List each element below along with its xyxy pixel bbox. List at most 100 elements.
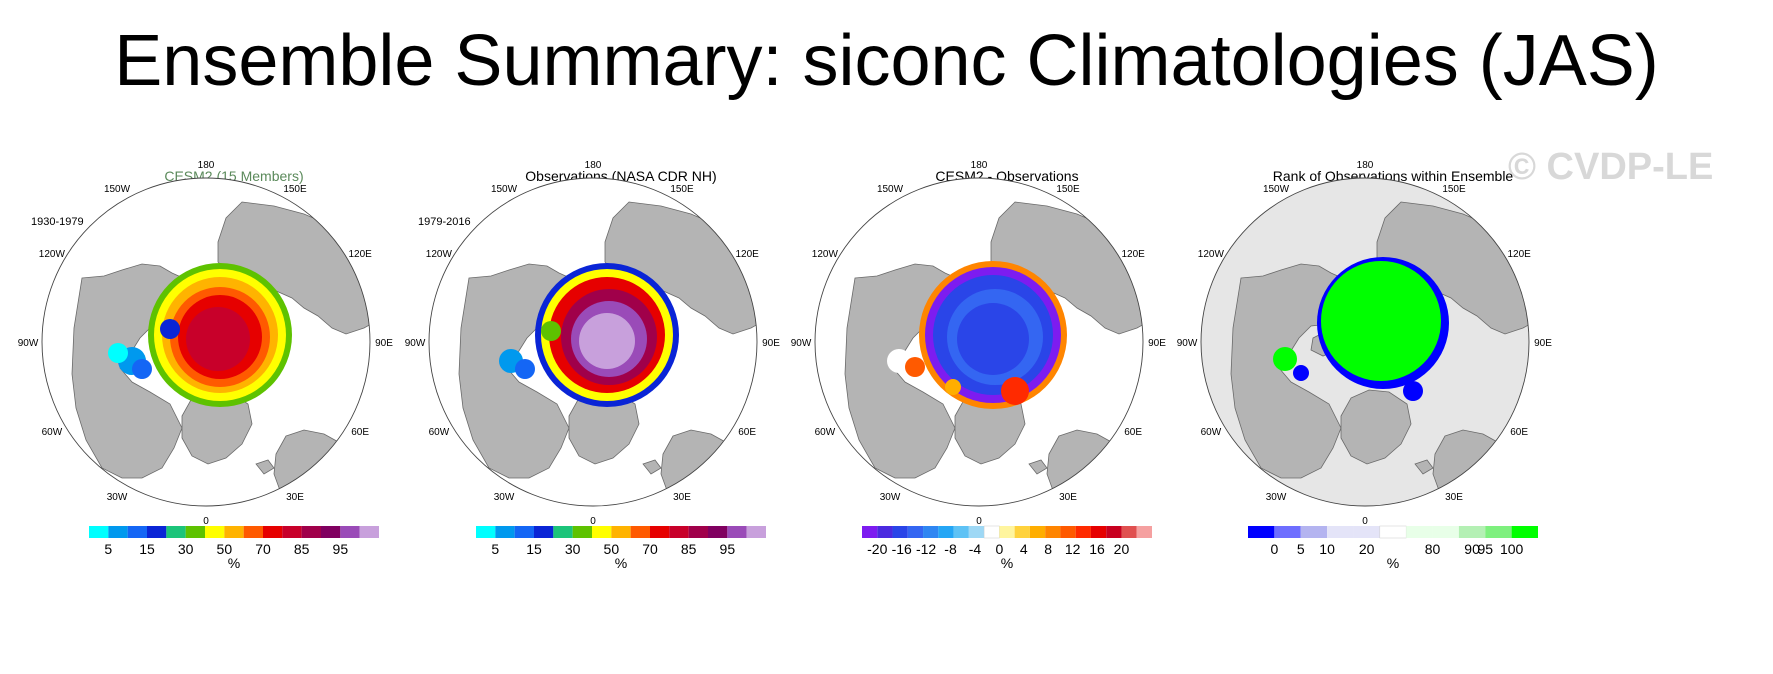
colorbar-swatch xyxy=(862,526,878,538)
colorbar-tick-label: -20 xyxy=(867,541,887,557)
sea-ice-field xyxy=(132,359,152,379)
colorbar-swatch xyxy=(534,526,554,538)
land-mass xyxy=(1414,459,1434,475)
colorbar-tick-label: -8 xyxy=(944,541,957,557)
map-boundary xyxy=(814,177,1144,507)
longitude-label: 120E xyxy=(1507,249,1531,260)
colorbar-swatch xyxy=(669,526,689,538)
colorbar-unit: % xyxy=(228,555,240,571)
colorbar-tick-label: 4 xyxy=(1020,541,1028,557)
colorbar-swatch xyxy=(938,526,954,538)
colorbar-tick-label: 5 xyxy=(491,541,499,557)
colorbar-swatch xyxy=(263,526,283,538)
panel-title: Rank of Observations within Ensemble xyxy=(1272,168,1514,184)
colorbar-tick-label: 0 xyxy=(1270,541,1278,557)
sea-ice-field xyxy=(1273,347,1297,371)
colorbar-swatch xyxy=(340,526,360,538)
colorbar-swatch xyxy=(514,526,534,538)
colorbar-swatch xyxy=(1014,526,1030,538)
colorbar-swatch xyxy=(127,526,147,538)
longitude-label: 150W xyxy=(104,184,131,195)
sea-ice-field xyxy=(579,313,635,369)
longitude-label: 60E xyxy=(738,427,756,438)
panel-difference: CESM2 - Observations 180 150E 120E 90E 60E 30… xyxy=(787,160,1227,660)
longitude-label: 180 xyxy=(198,160,215,171)
colorbar-tick-label: 95 xyxy=(1477,541,1493,557)
colorbar-swatch xyxy=(923,526,939,538)
map-boundary xyxy=(1200,177,1530,507)
colorbar-swatch xyxy=(999,526,1015,538)
longitude-label: 30W xyxy=(1266,492,1287,503)
longitude-label: 150W xyxy=(491,184,518,195)
longitude-label: 30E xyxy=(286,492,304,503)
longitude-label: 60W xyxy=(815,427,836,438)
colorbar-tick-label: 50 xyxy=(604,541,620,557)
colorbar-swatch xyxy=(205,526,225,538)
longitude-label: 180 xyxy=(1357,160,1374,171)
land-mass xyxy=(660,429,757,506)
colorbar-swatch xyxy=(1106,526,1122,538)
colorbar: 5 15 30 50 70 85 95% xyxy=(476,526,766,571)
colorbar-swatch xyxy=(553,526,573,538)
sea-ice-field xyxy=(515,359,535,379)
colorbar-swatch xyxy=(746,526,766,538)
colorbar-tick-label: 20 xyxy=(1359,541,1375,557)
colorbar-tick-label: -4 xyxy=(969,541,982,557)
longitude-label: 120W xyxy=(39,249,66,260)
colorbar-swatch xyxy=(1136,526,1152,538)
colorbar-tick-label: -16 xyxy=(892,541,912,557)
colorbar: 5 15 30 50 70 85 95% xyxy=(89,526,379,571)
longitude-label: 30W xyxy=(880,492,901,503)
colorbar-swatch xyxy=(321,526,341,538)
colorbar-unit: % xyxy=(1001,555,1013,571)
longitude-label: 0 xyxy=(590,516,596,527)
colorbar-tick-label: 30 xyxy=(565,541,581,557)
longitude-label: 120E xyxy=(735,249,759,260)
colorbar-swatch xyxy=(892,526,908,538)
colorbar-swatch xyxy=(1121,526,1137,538)
longitude-label: 120E xyxy=(1121,249,1145,260)
longitude-label: 90W xyxy=(18,338,39,349)
longitude-label: 0 xyxy=(203,516,209,527)
colorbar-swatch xyxy=(1458,526,1486,538)
colorbar-swatch xyxy=(688,526,708,538)
colorbar-tick-label: 80 xyxy=(1425,541,1441,557)
colorbar-tick-label: 70 xyxy=(642,541,658,557)
colorbar-swatch xyxy=(1353,526,1380,538)
longitude-label: 90E xyxy=(375,338,393,349)
colorbar-swatch xyxy=(147,526,167,538)
colorbar-swatch xyxy=(877,526,893,538)
longitude-label: 150W xyxy=(1263,184,1290,195)
longitude-label: 90E xyxy=(762,338,780,349)
land-mass xyxy=(273,429,370,506)
colorbar-swatch xyxy=(968,526,985,538)
colorbar-swatch xyxy=(572,526,592,538)
colorbar-swatch xyxy=(224,526,244,538)
colorbar-tick-label: 16 xyxy=(1089,541,1105,557)
colorbar-swatch xyxy=(1511,526,1538,538)
colorbar-tick-label: 70 xyxy=(255,541,271,557)
colorbar: -20 -16 -12 -8 -4 0 4 8 12 16 20% xyxy=(862,525,1152,571)
colorbar-tick-label: -12 xyxy=(916,541,936,557)
watermark: © CVDP-LE xyxy=(1508,146,1714,188)
map-figure: 180 150E 120E 90E 60E 30E 0 30W 60W 90W 120W 150W -2… xyxy=(791,160,1167,571)
longitude-label: 150E xyxy=(283,184,307,195)
colorbar-swatch xyxy=(1060,526,1076,538)
colorbar-swatch xyxy=(495,526,515,538)
colorbar-swatch xyxy=(185,526,205,538)
map-figure: 180 150E 120E 90E 60E 30E 0 30W 60W 90W 120W 150W 5 1… xyxy=(405,160,781,571)
colorbar-swatch xyxy=(611,526,631,538)
longitude-label: 30E xyxy=(1059,492,1077,503)
sea-ice-field xyxy=(1293,365,1309,381)
colorbar-swatch xyxy=(301,526,321,538)
longitude-label: 120W xyxy=(812,249,839,260)
longitude-label: 90E xyxy=(1534,338,1552,349)
sea-ice-field xyxy=(957,303,1029,375)
map-figure: 180 150E 120E 90E 60E 30E 0 30W 60W 90W 120W 150W 5 1… xyxy=(18,160,394,571)
colorbar-swatch xyxy=(166,526,186,538)
colorbar-swatch xyxy=(1300,526,1328,538)
sea-ice-field xyxy=(945,379,961,395)
longitude-label: 0 xyxy=(1362,516,1368,527)
sea-ice-field xyxy=(186,307,250,371)
sea-ice-field xyxy=(1001,377,1029,405)
